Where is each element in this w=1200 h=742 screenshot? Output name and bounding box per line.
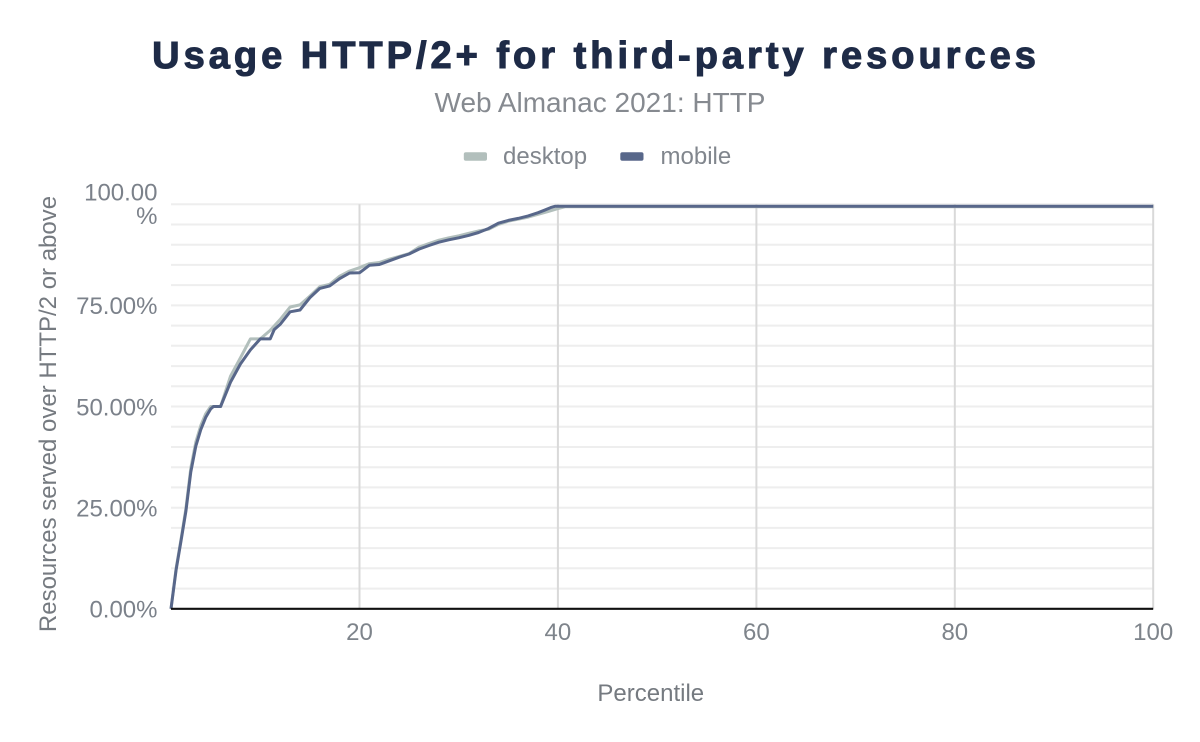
svg-text:100.00: 100.00 (84, 180, 157, 207)
svg-text:100: 100 (1133, 619, 1173, 646)
svg-text:%: % (136, 203, 157, 230)
svg-text:0.00%: 0.00% (89, 597, 157, 624)
svg-text:80: 80 (941, 619, 968, 646)
svg-text:40: 40 (545, 619, 572, 646)
svg-text:20: 20 (346, 619, 373, 646)
svg-text:desktop: desktop (503, 143, 587, 170)
svg-text:50.00%: 50.00% (76, 394, 157, 421)
svg-text:60: 60 (743, 619, 770, 646)
svg-text:Percentile: Percentile (597, 680, 704, 707)
svg-text:Usage HTTP/2+ for third-party: Usage HTTP/2+ for third-party resources (152, 35, 1040, 77)
svg-text:Web Almanac 2021: HTTP: Web Almanac 2021: HTTP (435, 87, 766, 118)
svg-text:25.00%: 25.00% (76, 495, 157, 522)
svg-text:mobile: mobile (661, 143, 732, 170)
svg-text:Resources served over HTTP/2 o: Resources served over HTTP/2 or above (35, 196, 62, 632)
svg-text:75.00%: 75.00% (76, 293, 157, 320)
